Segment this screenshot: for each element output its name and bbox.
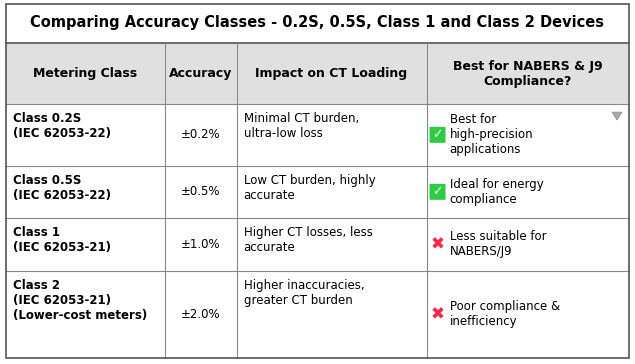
Text: Higher CT losses, less
accurate: Higher CT losses, less accurate: [243, 226, 372, 254]
Text: ±0.5%: ±0.5%: [181, 185, 220, 198]
Text: Low CT burden, highly
accurate: Low CT burden, highly accurate: [243, 174, 375, 202]
Text: Poor compliance &
inefficiency: Poor compliance & inefficiency: [450, 300, 559, 328]
Text: ±1.0%: ±1.0%: [181, 238, 220, 251]
Text: Best for
high-precision
applications: Best for high-precision applications: [450, 113, 533, 156]
Text: Higher inaccuracies,
greater CT burden: Higher inaccuracies, greater CT burden: [243, 279, 364, 307]
Text: ±2.0%: ±2.0%: [181, 308, 220, 321]
Text: ✖: ✖: [431, 305, 444, 323]
Polygon shape: [612, 112, 622, 120]
Bar: [6, 43, 629, 104]
FancyBboxPatch shape: [429, 127, 446, 143]
FancyBboxPatch shape: [429, 184, 446, 200]
Text: ✓: ✓: [432, 185, 443, 198]
Text: Ideal for energy
compliance: Ideal for energy compliance: [450, 178, 544, 206]
Text: Metering Class: Metering Class: [34, 67, 138, 80]
Text: Best for NABERS & J9
Compliance?: Best for NABERS & J9 Compliance?: [453, 60, 603, 88]
Text: Impact on CT Loading: Impact on CT Loading: [255, 67, 408, 80]
Text: ±0.2%: ±0.2%: [181, 128, 220, 141]
Text: Less suitable for
NABERS/J9: Less suitable for NABERS/J9: [450, 230, 546, 258]
Text: Comparing Accuracy Classes - 0.2S, 0.5S, Class 1 and Class 2 Devices: Comparing Accuracy Classes - 0.2S, 0.5S,…: [30, 16, 605, 31]
Text: Minimal CT burden,
ultra-low loss: Minimal CT burden, ultra-low loss: [243, 112, 359, 140]
Text: ✖: ✖: [431, 236, 444, 253]
Bar: [6, 4, 629, 41]
Text: Class 0.5S
(IEC 62053-22): Class 0.5S (IEC 62053-22): [13, 174, 111, 202]
Bar: [6, 166, 629, 218]
Text: Class 0.2S
(IEC 62053-22): Class 0.2S (IEC 62053-22): [13, 112, 111, 140]
Text: Class 2
(IEC 62053-21)
(Lower-cost meters): Class 2 (IEC 62053-21) (Lower-cost meter…: [13, 279, 147, 322]
Bar: [6, 104, 629, 166]
Text: Accuracy: Accuracy: [169, 67, 232, 80]
Text: ✓: ✓: [432, 128, 443, 141]
Bar: [6, 218, 629, 271]
Text: Class 1
(IEC 62053-21): Class 1 (IEC 62053-21): [13, 226, 111, 254]
Bar: [6, 271, 629, 358]
